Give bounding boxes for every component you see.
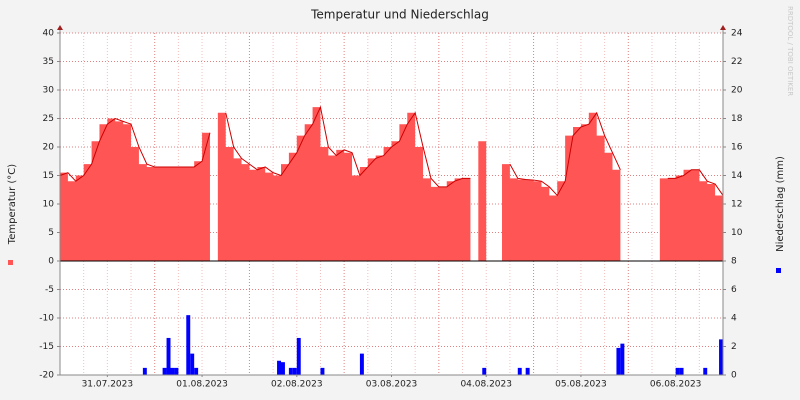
- area-fill: [502, 112, 621, 261]
- y-tick-label: 30: [43, 86, 55, 96]
- bar: [186, 315, 191, 375]
- y-tick-label: 15: [43, 171, 54, 181]
- y2-tick-label: 24: [731, 29, 743, 39]
- x-tick-label: 01.08.2023: [176, 380, 228, 390]
- bar: [281, 362, 285, 375]
- bar: [292, 367, 297, 375]
- area-line: [509, 111, 621, 197]
- y-tick-label: -15: [39, 342, 54, 352]
- y2-tick-label: 0: [731, 371, 737, 381]
- y-tick-label: 0: [48, 257, 54, 267]
- y2-tick-label: 20: [731, 86, 743, 96]
- watermark: RRDTOOL / TOBI OETIKER: [786, 6, 794, 96]
- bar: [166, 337, 171, 375]
- bar: [190, 353, 195, 375]
- area-line: [667, 169, 724, 196]
- x-tick-label: 06.08.2023: [650, 380, 702, 390]
- y-tick-label: 10: [43, 200, 55, 210]
- area-fill: [60, 118, 210, 261]
- bar: [296, 337, 301, 375]
- y2-axis-title: Niederschlag (mm): [775, 156, 786, 252]
- y2-tick-label: 12: [731, 200, 742, 210]
- y-tick-label: -10: [39, 314, 54, 324]
- bar: [359, 353, 364, 375]
- bar: [174, 367, 179, 375]
- y-tick-label: -20: [39, 371, 54, 381]
- area-line: [225, 105, 471, 188]
- y2-tick-label: 22: [731, 57, 742, 67]
- bar: [170, 367, 175, 375]
- area-fill: [478, 141, 487, 261]
- y2-tick-label: 6: [731, 285, 737, 295]
- bar: [620, 343, 625, 375]
- area-fill: [659, 169, 723, 261]
- y2-tick-label: 18: [731, 114, 743, 124]
- bar: [675, 367, 680, 375]
- area-line: [59, 117, 211, 182]
- bar: [277, 360, 281, 375]
- bar: [320, 367, 325, 375]
- legend-swatch: [8, 260, 13, 265]
- chart-title: Temperatur und Niederschlag: [310, 8, 489, 22]
- axis-arrow: [57, 25, 63, 30]
- axis-arrow: [720, 25, 726, 30]
- bar: [719, 339, 723, 375]
- y2-tick-label: 16: [731, 143, 743, 153]
- area-fill: [217, 107, 471, 261]
- x-tick-label: 02.08.2023: [271, 380, 323, 390]
- y-tick-label: 20: [43, 143, 55, 153]
- y-axis-title: Temperatur (°C): [7, 164, 18, 245]
- x-tick-label: 03.08.2023: [366, 380, 418, 390]
- bar: [194, 367, 199, 375]
- y2-tick-label: 10: [731, 228, 743, 238]
- bar: [142, 367, 147, 375]
- bar: [162, 367, 167, 375]
- x-tick-label: 31.07.2023: [82, 380, 134, 390]
- bar: [703, 367, 708, 375]
- bar: [525, 367, 530, 375]
- y-tick-label: 25: [43, 114, 54, 124]
- y-tick-label: 40: [43, 29, 55, 39]
- y-tick-label: -5: [45, 285, 54, 295]
- bar: [517, 367, 522, 375]
- y-tick-label: 35: [43, 57, 54, 67]
- bar: [616, 347, 621, 375]
- x-tick-label: 05.08.2023: [555, 380, 607, 390]
- y2-tick-label: 4: [731, 314, 737, 324]
- bar: [482, 367, 487, 375]
- x-tick-label: 04.08.2023: [460, 380, 512, 390]
- y2-tick-label: 8: [731, 257, 737, 267]
- bar: [288, 367, 293, 375]
- y2-tick-label: 2: [731, 342, 737, 352]
- y-tick-label: 5: [48, 228, 54, 238]
- y2-tick-label: 14: [731, 171, 743, 181]
- bar: [679, 367, 684, 375]
- legend-swatch: [776, 268, 781, 273]
